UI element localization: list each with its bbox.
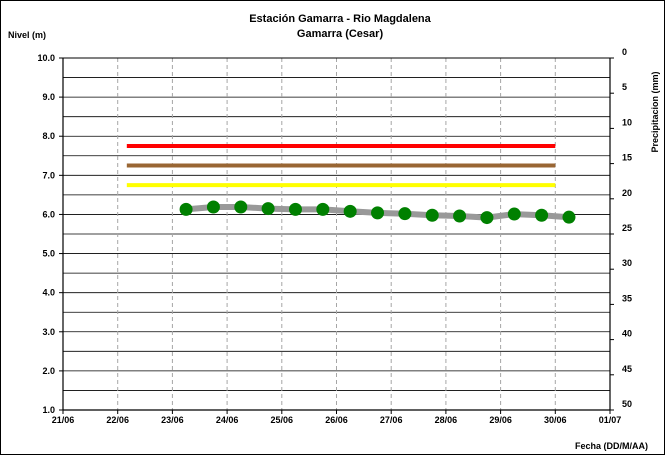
x-tick-label: 27/06 bbox=[380, 415, 403, 425]
data-point bbox=[507, 207, 521, 221]
y2-tick-label: 0 bbox=[622, 47, 627, 57]
x-tick-label: 24/06 bbox=[216, 415, 239, 425]
grid bbox=[63, 58, 610, 410]
data-point bbox=[206, 200, 220, 214]
data-point bbox=[234, 200, 248, 214]
x-tick-label: 22/06 bbox=[106, 415, 129, 425]
data-point bbox=[316, 202, 330, 216]
x-tick-label: 30/06 bbox=[544, 415, 567, 425]
x-tick-label: 28/06 bbox=[435, 415, 458, 425]
chart-title: Estación Gamarra - Rio Magdalena bbox=[249, 13, 431, 25]
data-point bbox=[179, 202, 193, 216]
data-point bbox=[288, 202, 302, 216]
y-tick-label: 6.0 bbox=[42, 209, 55, 219]
y-tick-label: 1.0 bbox=[42, 405, 55, 415]
x-tick-label: 01/07 bbox=[599, 415, 622, 425]
y-tick-label: 9.0 bbox=[42, 92, 55, 102]
data-point bbox=[261, 202, 275, 216]
y2-tick-label: 50 bbox=[622, 399, 632, 409]
y2-tick-label: 35 bbox=[622, 293, 632, 303]
x-axis-label: Fecha (DD/M/AA) bbox=[575, 441, 648, 451]
y2-tick-label: 40 bbox=[622, 329, 632, 339]
y2-tick-label: 45 bbox=[622, 364, 632, 374]
series-group bbox=[179, 200, 576, 225]
y2-tick-label: 20 bbox=[622, 188, 632, 198]
y2-tick-label: 25 bbox=[622, 223, 632, 233]
y-tick-label: 5.0 bbox=[42, 249, 55, 259]
chart-subtitle: Gamarra (Cesar) bbox=[297, 28, 384, 40]
y2-tick-label: 15 bbox=[622, 153, 632, 163]
data-point bbox=[425, 208, 439, 222]
y-tick-label: 10.0 bbox=[37, 53, 55, 63]
x-tick-label: 23/06 bbox=[161, 415, 184, 425]
data-point bbox=[453, 209, 467, 223]
data-point bbox=[480, 211, 494, 225]
y-tick-label: 3.0 bbox=[42, 327, 55, 337]
axes bbox=[59, 57, 614, 414]
y2-tick-label: 30 bbox=[622, 258, 632, 268]
data-point bbox=[562, 210, 576, 224]
data-point bbox=[371, 206, 385, 220]
y2-tick-label: 10 bbox=[622, 117, 632, 127]
y-tick-label: 4.0 bbox=[42, 288, 55, 298]
threshold-lines bbox=[126, 144, 556, 188]
data-point bbox=[343, 204, 357, 218]
x-tick-label: 29/06 bbox=[489, 415, 512, 425]
x-tick-label: 21/06 bbox=[52, 415, 75, 425]
data-point bbox=[535, 208, 549, 222]
y-axis-label: Nivel (m) bbox=[8, 30, 46, 40]
y2-axis-label: Precipitacion (mm) bbox=[650, 71, 660, 152]
x-tick-label: 25/06 bbox=[271, 415, 294, 425]
data-point bbox=[398, 207, 412, 221]
y-tick-label: 7.0 bbox=[42, 170, 55, 180]
y-tick-label: 8.0 bbox=[42, 131, 55, 141]
x-tick-label: 26/06 bbox=[325, 415, 348, 425]
tick-labels: 1.0 2.0 3.0 4.0 5.0 6.0 7.0 8.0 9.0 10.0 0 5 10 15 20 2… bbox=[37, 47, 632, 425]
y2-tick-label: 5 bbox=[622, 82, 627, 92]
y-tick-label: 2.0 bbox=[42, 366, 55, 376]
